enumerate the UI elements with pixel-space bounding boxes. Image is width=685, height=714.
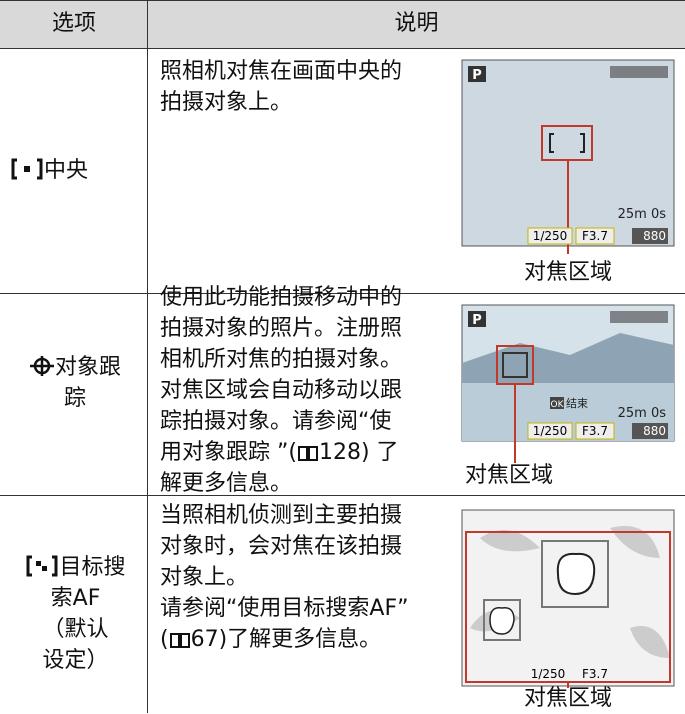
rule [0, 495, 685, 496]
text-line: 对象上。 [160, 565, 249, 590]
option-text: 目标搜 [59, 555, 126, 580]
rule [0, 0, 685, 1]
time: 25m 0s [618, 207, 667, 222]
aperture: F3.7 [582, 424, 608, 438]
text-line: 请参阅“使用目标搜索AF” [160, 596, 409, 621]
option-line: （默认 [42, 617, 109, 642]
ok-key: OK [551, 400, 565, 410]
option-text: 中央 [44, 158, 89, 183]
book-icon [169, 633, 190, 648]
text-line: 使用此功能拍摄移动中的 [160, 285, 403, 310]
shutter: 1/250 [531, 667, 566, 681]
caption: 对焦区域 [523, 686, 612, 711]
rule [0, 48, 685, 49]
mode: P [472, 313, 482, 328]
text: ( [160, 627, 169, 652]
book-icon [297, 446, 318, 461]
option: 中央 [10, 155, 88, 186]
text-line: 拍摄对象的照片。注册照 [160, 316, 403, 341]
shots: 880 [643, 229, 666, 243]
aperture: F3.7 [582, 667, 608, 681]
option-text: 对象跟 [54, 355, 121, 380]
description: 照相机对焦在画面中央的 拍摄对象上。 [160, 56, 402, 118]
option-line: 设定） [42, 648, 109, 673]
aperture: F3.7 [582, 229, 608, 243]
icon [11, 158, 43, 180]
camera-screen: P 25m 0s 1/250 F3.7 880 [461, 59, 675, 254]
text: 128) 了 [318, 440, 399, 465]
option: 对象跟 踪 [10, 352, 140, 414]
shutter: 1/250 [533, 424, 568, 438]
text-line: 拍摄对象上。 [160, 90, 293, 115]
text: 用对象跟踪 ”( [160, 440, 297, 465]
camera-screen: P OK 结束 25m 0s 1/250 F3.7 880 [461, 304, 675, 463]
shutter: 1/250 [533, 229, 568, 243]
column-rule [147, 0, 148, 713]
button-label: 结束 [566, 397, 588, 410]
option-line: 对象跟 [10, 352, 140, 383]
text-line: 当照相机侦测到主要拍摄 [160, 503, 403, 528]
header-bg [0, 0, 685, 48]
text: 67)了解更多信息。 [190, 627, 382, 652]
option-line: 踪 [63, 386, 86, 411]
caption: 对焦区域 [465, 463, 554, 488]
icon [26, 555, 58, 577]
rule [0, 293, 685, 294]
text-line: 踪拍摄对象。请参阅“使 [160, 409, 392, 434]
text-line: 相机所对焦的拍摄对象。 [160, 347, 403, 372]
text-line: 对象时，会对焦在该拍摄 [160, 534, 403, 559]
text-line: (67)了解更多信息。 [160, 624, 409, 655]
text-line: 解更多信息。 [160, 471, 293, 496]
time: 25m 0s [618, 406, 667, 421]
option-line: 目标搜 [8, 552, 143, 583]
shots: 880 [643, 424, 666, 438]
text-line: 用对象跟踪 ”( 128) 了 [160, 437, 402, 468]
text-line: 对焦区域会自动移动以跟 [160, 378, 403, 403]
description: 使用此功能拍摄移动中的 拍摄对象的照片。注册照 相机所对焦的拍摄对象。 对焦区域… [160, 282, 402, 499]
text-line: 照相机对焦在画面中央的 [160, 59, 403, 84]
header-option: 选项 [51, 11, 96, 36]
icon [29, 356, 54, 376]
option: 目标搜 索AF （默认 设定） [8, 552, 143, 676]
option-line: 索AF [50, 586, 101, 611]
mode: P [472, 68, 482, 83]
description: 当照相机侦测到主要拍摄 对象时，会对焦在该拍摄 对象上。 请参阅“使用目标搜索A… [160, 500, 409, 655]
camera-screen: 1/250 F3.7 [461, 509, 675, 688]
caption: 对焦区域 [523, 260, 612, 285]
header-description: 说明 [394, 11, 439, 36]
